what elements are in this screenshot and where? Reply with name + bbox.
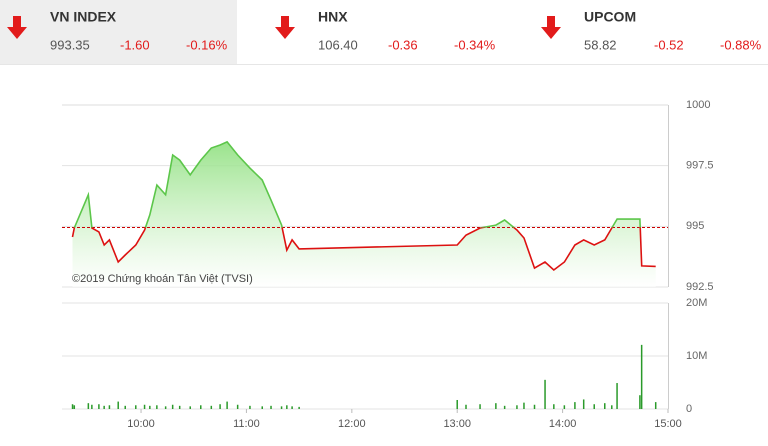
index-change: -0.36 (388, 37, 418, 52)
volume-bar (582, 399, 585, 409)
volume-bar (164, 406, 167, 409)
index-value: 106.40 (318, 37, 358, 52)
volume-bar (171, 404, 174, 409)
y-tick-label: 995 (686, 220, 704, 232)
volume-bar (219, 404, 221, 409)
volume-bar (563, 405, 566, 409)
volume-bar (604, 403, 606, 409)
volume-bar (210, 405, 213, 409)
index-pct: -0.88% (720, 37, 762, 52)
volume-bar (73, 405, 76, 409)
index-change: -1.60 (120, 37, 150, 52)
volume-bar (616, 383, 618, 409)
volume-bar (103, 405, 105, 409)
volume-bar (553, 404, 555, 409)
volume-bar (249, 405, 251, 409)
y-tick-label: 997.5 (686, 160, 714, 172)
volume-bar (298, 406, 300, 409)
price-area (72, 141, 656, 287)
x-tick-label: 12:00 (338, 418, 366, 430)
volume-bar (156, 405, 158, 409)
volume-bar (135, 405, 137, 409)
y-tick-label: 992.5 (686, 281, 714, 293)
x-tick-label: 14:00 (549, 418, 577, 430)
index-name[interactable]: VN INDEX (50, 9, 117, 25)
volume-bar (456, 399, 458, 409)
index-value: 58.82 (584, 37, 617, 52)
x-tick-label: 10:00 (127, 418, 155, 430)
volume-bar (523, 402, 525, 409)
volume-bar (593, 404, 595, 409)
y-tick-label: 1000 (686, 99, 710, 111)
x-tick-label: 15:00 (654, 418, 682, 430)
y-tick-label: 20M (686, 297, 707, 309)
volume-bar (503, 405, 506, 409)
volume-bar (117, 401, 119, 409)
index-name[interactable]: HNX (318, 9, 348, 25)
volume-bar (189, 406, 191, 409)
volume-bar (200, 405, 202, 409)
volume-bar (98, 404, 100, 409)
volume-bar (149, 405, 151, 409)
volume-bar (654, 402, 657, 409)
down-arrow (7, 16, 27, 39)
index-pct: -0.16% (186, 37, 228, 52)
volume-bar (91, 404, 93, 409)
volume-bar (280, 406, 283, 409)
volume-bar (178, 405, 181, 409)
volume-bar (611, 405, 613, 409)
index-change: -0.52 (654, 37, 684, 52)
x-tick-label: 11:00 (233, 418, 260, 430)
volume-bar (270, 405, 272, 409)
down-arrow (275, 16, 295, 39)
volume-bar (108, 405, 111, 409)
volume-bar (124, 405, 126, 409)
volume-bar (286, 405, 288, 409)
down-arrow (541, 16, 561, 39)
index-name[interactable]: UPCOM (584, 9, 636, 25)
volume-bar (640, 344, 643, 409)
volume-bar (143, 404, 146, 409)
price-line (71, 140, 656, 272)
volume-bar (574, 402, 576, 409)
volume-bar (261, 406, 263, 409)
y-tick-label: 0 (686, 403, 692, 415)
selected-tab[interactable] (0, 0, 237, 64)
volume-bar (87, 403, 90, 409)
volume-bar (226, 401, 228, 409)
volume-bar (516, 405, 518, 409)
watermark: ©2019 Chứng khoán Tân Việt (TVSI) (72, 273, 253, 285)
x-tick-label: 13:00 (443, 418, 471, 430)
index-value: 993.35 (50, 37, 90, 52)
volume-bar (639, 395, 641, 409)
volume-bar (533, 404, 536, 409)
volume-bar (71, 404, 74, 409)
volume-bar (465, 404, 467, 409)
volume-bar (544, 379, 546, 409)
volume-bar (291, 406, 293, 409)
volume-bar (495, 403, 497, 409)
y-tick-label: 10M (686, 350, 707, 362)
volume-bar (479, 404, 481, 409)
index-pct: -0.34% (454, 37, 496, 52)
volume-bar (236, 404, 239, 409)
